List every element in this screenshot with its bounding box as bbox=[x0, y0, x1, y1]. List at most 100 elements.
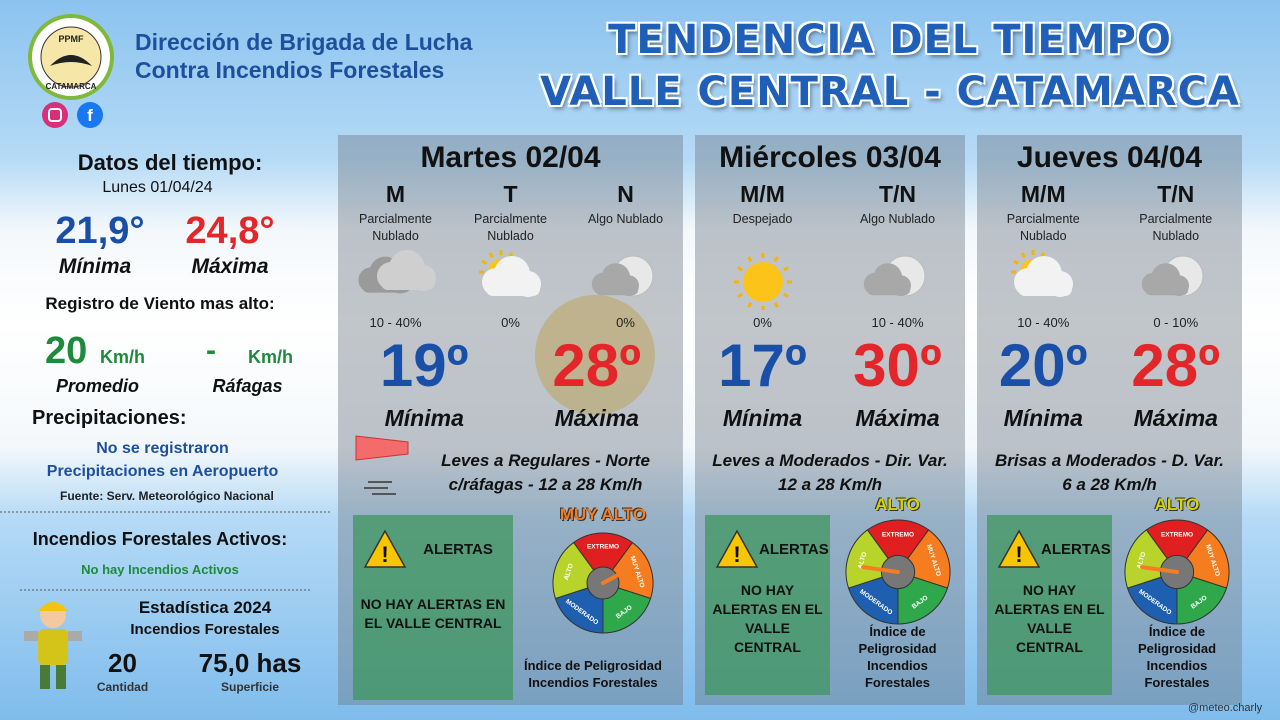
cloud-part bbox=[1144, 284, 1188, 296]
min-label: Mínima bbox=[384, 405, 464, 431]
wind-lines bbox=[364, 481, 396, 495]
gauge-segment bbox=[1176, 571, 1228, 625]
max-temp: 28º bbox=[1131, 332, 1221, 399]
section-title: Registro de Viento mas alto: bbox=[45, 294, 275, 313]
warning-triangle bbox=[363, 529, 407, 568]
max-temp: 28º bbox=[552, 332, 642, 399]
gauge-needle bbox=[860, 565, 900, 574]
alert-title: ALERTAS bbox=[423, 541, 493, 558]
weather-icon bbox=[1141, 255, 1204, 297]
gauge-needle bbox=[601, 565, 636, 585]
wind-line: Leves a Moderados - Dir. Var. bbox=[712, 451, 948, 470]
org-line: Dirección de Brigada de Lucha bbox=[135, 29, 473, 55]
wind-text: Leves a Regulares - Norte c/ráfagas - 12 … bbox=[408, 449, 683, 497]
period-desc: Parcialmente Nublado bbox=[1006, 212, 1080, 243]
sun-ray bbox=[782, 292, 789, 298]
period-desc: Parcialmente Nublado bbox=[1139, 212, 1213, 243]
gauge-segment bbox=[602, 582, 652, 634]
fire-area: 75,0 has bbox=[198, 648, 302, 678]
alert-text: NO HAY ALERTAS EN EL VALLE CENTRAL bbox=[712, 582, 823, 655]
wind-line: 6 a 28 Km/h bbox=[1062, 475, 1157, 494]
precip-prob: 0% bbox=[501, 315, 520, 330]
cloud-part bbox=[866, 284, 910, 296]
alert-box: ! ALERTAS NO HAY ALERTAS EN EL VALLE CENTR… bbox=[353, 515, 513, 700]
danger-level: MUY ALTO bbox=[559, 505, 647, 524]
index-label: Índice de Peligrosidad Incendios Foresta… bbox=[524, 658, 662, 690]
period-code: M/M bbox=[740, 181, 785, 207]
precip-prob: 10 - 40% bbox=[871, 315, 924, 330]
wind-avg: 20 bbox=[45, 330, 88, 372]
alert-text: NO HAY ALERTAS EN EL VALLE CENTRAL bbox=[360, 596, 506, 631]
day-panel: Jueves 04/04 M/M Parcialmente Nublado 10 - … bbox=[977, 135, 1242, 705]
gauge-segment bbox=[572, 532, 634, 584]
precip-prob: 0% bbox=[616, 315, 635, 330]
gauge-segment bbox=[1126, 571, 1178, 625]
max-temp: 30º bbox=[853, 332, 942, 399]
alert-box: ! ALERTAS NO HAY ALERTAS EN EL VALLE CENTR… bbox=[987, 515, 1112, 695]
alert-text: NO HAY ALERTAS EN EL VALLE CENTRAL bbox=[994, 582, 1105, 655]
windsock bbox=[355, 435, 409, 461]
count-label: Cantidad bbox=[96, 680, 149, 694]
logo: PPMF CATAMARCA bbox=[28, 14, 114, 100]
danger-level: ALTO bbox=[1154, 495, 1200, 514]
precip-text: No se registraron Precipitaciones en Aer… bbox=[10, 437, 315, 483]
alert-icon: ! bbox=[997, 529, 1041, 568]
alert-title: ALERTAS bbox=[759, 541, 829, 558]
day-panel: Miércoles 03/04 M/M Despejado 0% T/N Algo Nub… bbox=[695, 135, 965, 705]
max-temp: 24,8° bbox=[185, 210, 275, 252]
sun-ray bbox=[736, 292, 743, 298]
wind-label: Promedio bbox=[55, 376, 139, 396]
sun-ray bbox=[736, 266, 743, 272]
period-code: M bbox=[385, 181, 406, 207]
fires-status: No hay Incendios Activos bbox=[81, 562, 239, 577]
alert-title: ALERTAS bbox=[1041, 541, 1111, 558]
precip-prob: 10 - 40% bbox=[369, 315, 422, 330]
min-label: Mínima bbox=[1003, 405, 1083, 431]
max-label: Máxima bbox=[191, 255, 269, 278]
period-desc: Algo Nublado bbox=[587, 212, 664, 226]
gauge-needle bbox=[1139, 565, 1179, 574]
day-title: Jueves 04/04 bbox=[1016, 141, 1203, 174]
day-title: Miércoles 03/04 bbox=[719, 141, 941, 174]
section-title: Precipitaciones: bbox=[32, 407, 187, 429]
sun-ray bbox=[746, 256, 752, 262]
weather-icon bbox=[1011, 250, 1074, 297]
period-desc: Algo Nublado bbox=[859, 212, 936, 226]
svg-text:f: f bbox=[87, 106, 93, 125]
gauge-segment bbox=[847, 571, 898, 625]
wind-line: Brisas a Moderados - D. Var. bbox=[995, 451, 1224, 470]
min-label: Mínima bbox=[722, 405, 803, 431]
precip-prob: 0% bbox=[753, 315, 772, 330]
max-label: Máxima bbox=[554, 405, 639, 431]
wind-line: 12 a 28 Km/h bbox=[778, 475, 882, 494]
cloud-part bbox=[594, 284, 638, 296]
period-desc: Parcialmente Nublado bbox=[474, 212, 547, 243]
sun-ray bbox=[488, 252, 494, 259]
period-code: T/N bbox=[878, 181, 917, 207]
wind-line: Leves a Regulares - Norte bbox=[441, 451, 650, 470]
wind-text: Brisas a Moderados - D. Var. 6 a 28 Km/h bbox=[977, 449, 1242, 497]
gauge-label: ALTO bbox=[1136, 551, 1148, 569]
section-title: Datos del tiempo: bbox=[77, 150, 263, 175]
min-label: Mínima bbox=[58, 255, 132, 278]
alert-box: ! ALERTAS NO HAY ALERTAS EN EL VALLE CENTR… bbox=[705, 515, 830, 695]
sun-ray bbox=[746, 302, 752, 308]
min-temp: 20º bbox=[998, 332, 1088, 399]
period-code: T/N bbox=[1157, 181, 1195, 207]
logo-text: PPMF bbox=[58, 34, 84, 44]
org-name: Dirección de Brigada de Lucha Contra Inc… bbox=[135, 28, 472, 84]
wind-line: c/ráfagas - 12 a 28 Km/h bbox=[448, 475, 643, 494]
cloud-part bbox=[1018, 282, 1073, 296]
gauge-label: EXTREMO bbox=[1161, 531, 1193, 538]
warning-triangle bbox=[997, 529, 1041, 568]
min-temp: 21,9° bbox=[55, 210, 145, 252]
warning-mark: ! bbox=[381, 542, 388, 567]
period-desc: Parcialmente Nublado bbox=[359, 212, 432, 243]
source: Fuente: Serv. Meteorológico Nacional bbox=[60, 489, 274, 503]
sun-emblem bbox=[535, 295, 655, 415]
precip-prob: 0 - 10% bbox=[1153, 315, 1199, 330]
